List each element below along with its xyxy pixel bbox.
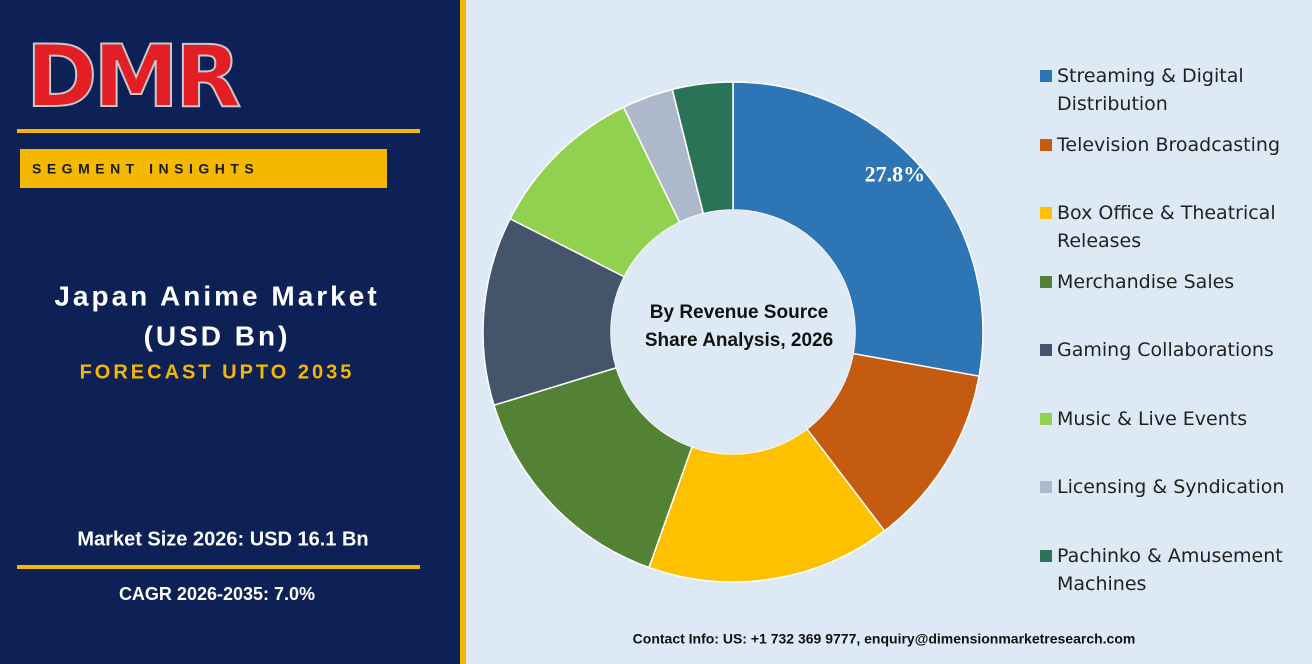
hole: [611, 210, 855, 454]
legend-label: Pachinko & Amusement Machines: [1057, 544, 1283, 595]
tag: SEGMENT INSIGHTS: [32, 161, 259, 177]
rule: [17, 129, 420, 133]
legend-label: Gaming Collaborations: [1057, 339, 1274, 361]
logo: DMR: [26, 27, 240, 127]
legend-swatch: [1040, 70, 1052, 82]
legend-swatch: [1040, 344, 1052, 356]
subtitle: FORECAST UPTO 2035: [80, 361, 355, 383]
legend-swatch: [1040, 138, 1052, 151]
donut: 27.8% By Revenue Source Share Analysis, 20…: [482, 81, 984, 583]
legend-label: Television Broadcasting: [1057, 133, 1281, 156]
left-panel: [0, 0, 460, 664]
legend-swatch: [1040, 412, 1052, 425]
tag-box: [20, 149, 387, 188]
legend-label: Licensing & Syndication: [1057, 476, 1285, 498]
market-size: Market Size 2026: USD 16.1 Bn: [77, 528, 368, 550]
title: (USD Bn): [144, 320, 291, 351]
legend-swatch: [1040, 275, 1052, 288]
rule: [17, 565, 420, 569]
legend-label: Music & Live Events: [1057, 407, 1248, 430]
center-text: By Revenue Source: [650, 302, 828, 323]
legend-swatch: [1040, 481, 1052, 493]
legend-swatch: [1040, 207, 1052, 219]
data-label: 27.8%: [865, 162, 926, 187]
legend-label: Box Office & Theatrical Releases: [1057, 202, 1276, 252]
center-text: Share Analysis, 2026: [645, 330, 833, 351]
legend-label: Merchandise Sales: [1057, 270, 1235, 293]
footer: Contact Info: US: +1 732 369 9777, enqui…: [633, 631, 1136, 647]
title: Japan Anime Market: [54, 280, 379, 311]
legend-swatch: [1040, 549, 1052, 562]
divider: [460, 0, 466, 664]
cagr: CAGR 2026-2035: 7.0%: [119, 584, 315, 604]
legend-label: Streaming & Digital Distribution: [1057, 65, 1244, 115]
